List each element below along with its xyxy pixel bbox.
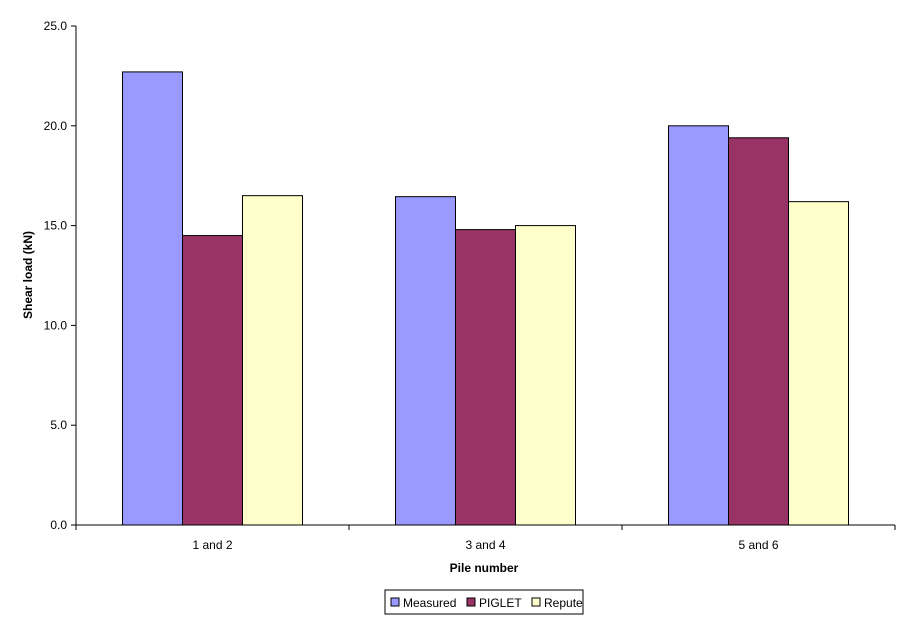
y-tick-label: 10.0 <box>44 318 68 332</box>
legend-swatch-measured <box>390 597 400 607</box>
y-axis-title: Shear load (kN) <box>21 231 35 319</box>
y-tick-label: 15.0 <box>44 219 68 233</box>
x-tick-label: 1 and 2 <box>192 538 232 552</box>
bar-measured-2 <box>395 196 456 526</box>
y-tick-label: 20.0 <box>44 119 68 133</box>
x-tick-label: 5 and 6 <box>738 538 778 552</box>
bar-piglet-1 <box>182 235 243 526</box>
bar-repute-2 <box>515 225 576 526</box>
legend-label-piglet: PIGLET <box>479 596 522 610</box>
bar-measured-3 <box>668 125 729 526</box>
legend-label-measured: Measured <box>403 596 456 610</box>
bar-repute-3 <box>788 201 849 526</box>
legend-swatch-repute <box>531 597 541 607</box>
bars <box>122 71 849 526</box>
bar-piglet-2 <box>455 229 516 526</box>
legend: Measured PIGLET Repute <box>384 589 584 615</box>
bar-measured-1 <box>122 71 183 526</box>
y-tick-label: 5.0 <box>50 418 67 432</box>
legend-swatch-piglet <box>466 597 476 607</box>
x-axis-title: Pile number <box>450 561 519 575</box>
bar-piglet-3 <box>728 137 789 526</box>
labels: 0.0 5.0 10.0 15.0 20.0 25.0 1 and 2 3 and 4 5 an… <box>44 19 779 552</box>
legend-label-repute: Repute <box>544 596 583 610</box>
x-tick-label: 3 and 4 <box>465 538 505 552</box>
y-tick-label: 0.0 <box>50 518 67 532</box>
legend-box <box>384 589 584 615</box>
bar-repute-1 <box>242 195 303 526</box>
y-tick-label: 25.0 <box>44 19 68 33</box>
